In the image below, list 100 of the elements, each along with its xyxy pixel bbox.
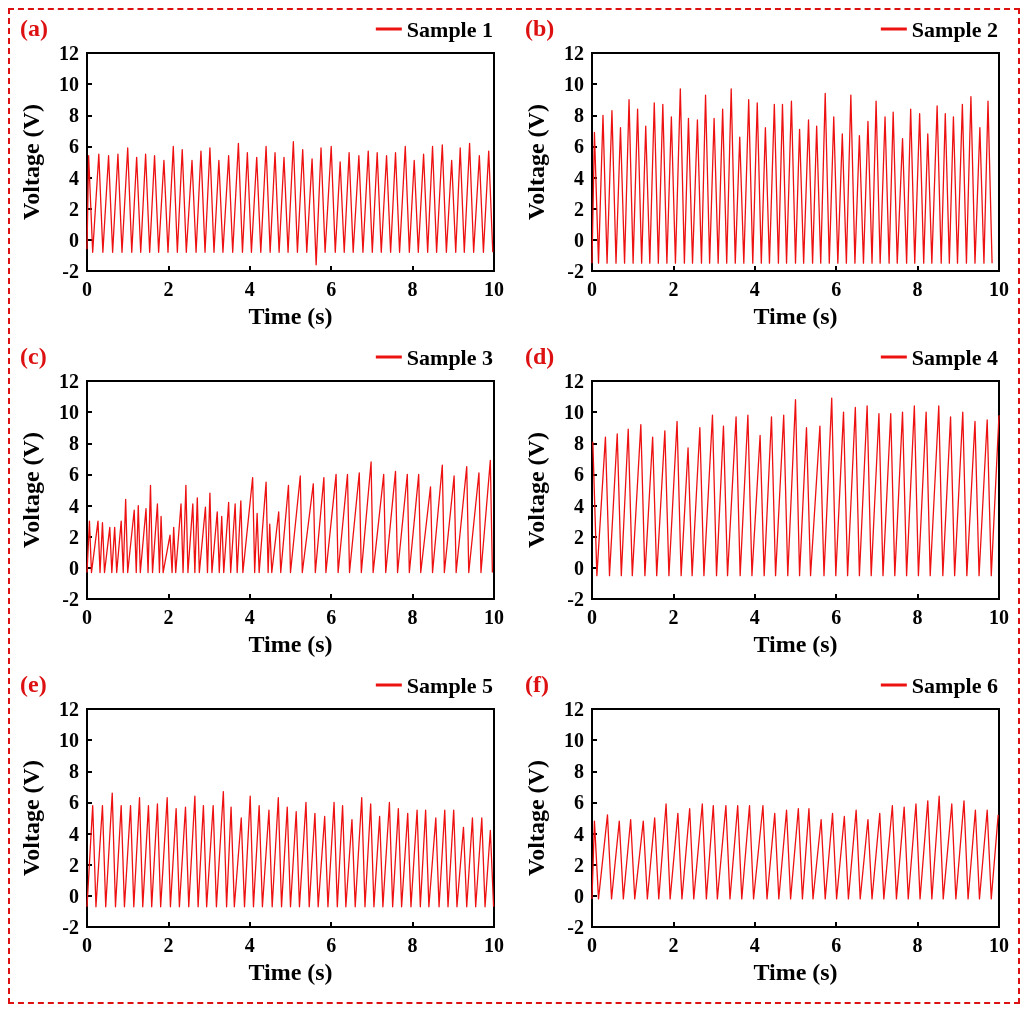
- y-tick-label: 10: [59, 729, 79, 752]
- x-tick-label: 10: [484, 278, 504, 300]
- y-tick-label: 6: [69, 135, 79, 158]
- y-tick-label: 12: [59, 42, 79, 64]
- x-axis-title: Time (s): [753, 958, 838, 985]
- y-tick-label: 8: [574, 760, 584, 783]
- y-tick-label: -2: [62, 916, 79, 938]
- x-axis-title: Time (s): [248, 958, 333, 985]
- y-tick-label: 8: [69, 432, 79, 455]
- x-tick-label: 4: [749, 606, 760, 628]
- x-axis-title: Time (s): [753, 630, 838, 657]
- y-tick-label: -2: [62, 588, 79, 610]
- x-tick-label: 2: [668, 606, 679, 628]
- x-tick-label: 10: [989, 606, 1009, 628]
- y-tick-label: 6: [69, 791, 79, 814]
- y-tick-label: 12: [564, 42, 584, 64]
- y-tick-label: 8: [574, 104, 584, 127]
- y-tick-label: 12: [564, 370, 584, 392]
- x-tick-label: 4: [244, 278, 255, 300]
- y-tick-label: 4: [574, 822, 584, 845]
- line-series: [86, 141, 494, 266]
- y-tick-label: 10: [564, 729, 584, 752]
- x-axis-title: Time (s): [753, 302, 838, 329]
- legend-label: Sample 6: [911, 672, 999, 698]
- y-axis-title: Voltage (V): [523, 760, 549, 876]
- y-tick-label: 4: [69, 822, 79, 845]
- y-tick-label: 2: [574, 853, 584, 876]
- chart-title: (a): [20, 15, 48, 41]
- x-tick-label: 2: [163, 606, 174, 628]
- line-series: [591, 88, 993, 264]
- x-tick-label: 6: [326, 606, 337, 628]
- y-tick-label: 2: [69, 853, 79, 876]
- line-series: [86, 790, 495, 908]
- y-axis-title: Voltage (V): [18, 760, 44, 876]
- y-axis-title: Voltage (V): [523, 104, 549, 220]
- y-tick-label: 2: [69, 525, 79, 548]
- x-tick-label: 8: [407, 934, 418, 956]
- chart-title: (d): [525, 343, 555, 369]
- y-tick-label: 4: [574, 494, 584, 517]
- y-tick-label: 0: [574, 228, 584, 251]
- line-series: [591, 795, 999, 900]
- x-tick-label: 10: [989, 934, 1009, 956]
- y-tick-label: -2: [567, 260, 584, 282]
- y-tick-label: 2: [574, 525, 584, 548]
- y-tick-label: 0: [69, 556, 79, 579]
- chart-title: (b): [525, 15, 555, 41]
- y-axis-title: Voltage (V): [523, 432, 549, 548]
- y-tick-label: 6: [574, 463, 584, 486]
- legend-label: Sample 1: [406, 16, 494, 42]
- y-tick-label: 8: [69, 104, 79, 127]
- y-axis-title: Voltage (V): [18, 432, 44, 548]
- y-tick-label: 4: [69, 166, 79, 189]
- y-tick-label: 10: [564, 401, 584, 424]
- legend-label: Sample 4: [911, 344, 999, 370]
- x-tick-label: 2: [163, 278, 174, 300]
- y-tick-label: 0: [574, 884, 584, 907]
- legend-label: Sample 2: [911, 16, 999, 42]
- legend-label: Sample 5: [406, 672, 494, 698]
- y-tick-label: -2: [567, 916, 584, 938]
- x-tick-label: 2: [668, 934, 679, 956]
- y-axis-title: Voltage (V): [18, 104, 44, 220]
- y-tick-label: 0: [574, 556, 584, 579]
- x-tick-label: 8: [407, 278, 418, 300]
- y-tick-label: -2: [62, 260, 79, 282]
- y-tick-label: 8: [574, 432, 584, 455]
- y-tick-label: 4: [574, 166, 584, 189]
- legend-label: Sample 3: [406, 344, 494, 370]
- chart-title: (f): [525, 671, 549, 697]
- x-axis-title: Time (s): [248, 302, 333, 329]
- x-tick-label: 10: [989, 278, 1009, 300]
- x-tick-label: 8: [407, 606, 418, 628]
- y-tick-label: 0: [69, 228, 79, 251]
- x-tick-label: 2: [668, 278, 679, 300]
- y-tick-label: 6: [574, 791, 584, 814]
- y-tick-label: 2: [69, 197, 79, 220]
- x-tick-label: 6: [326, 278, 337, 300]
- y-tick-label: 10: [564, 73, 584, 96]
- x-axis-title: Time (s): [248, 630, 333, 657]
- line-series: [592, 397, 1000, 577]
- x-tick-label: 4: [749, 278, 760, 300]
- y-tick-label: 12: [564, 698, 584, 720]
- x-tick-label: 10: [484, 934, 504, 956]
- x-tick-label: 4: [244, 934, 255, 956]
- y-tick-label: 6: [69, 463, 79, 486]
- chart-title: (c): [20, 343, 47, 369]
- line-series: [86, 459, 494, 574]
- y-tick-label: 4: [69, 494, 79, 517]
- x-tick-label: 6: [831, 934, 842, 956]
- x-tick-label: 6: [831, 606, 842, 628]
- x-tick-label: 2: [163, 934, 174, 956]
- y-tick-label: 12: [59, 370, 79, 392]
- x-tick-label: 6: [831, 278, 842, 300]
- y-tick-label: 2: [574, 197, 584, 220]
- y-tick-label: 10: [59, 401, 79, 424]
- y-tick-label: 0: [69, 884, 79, 907]
- x-tick-label: 8: [912, 606, 923, 628]
- x-tick-label: 8: [912, 934, 923, 956]
- y-tick-label: 12: [59, 698, 79, 720]
- chart-title: (e): [20, 671, 47, 697]
- x-tick-label: 4: [244, 606, 255, 628]
